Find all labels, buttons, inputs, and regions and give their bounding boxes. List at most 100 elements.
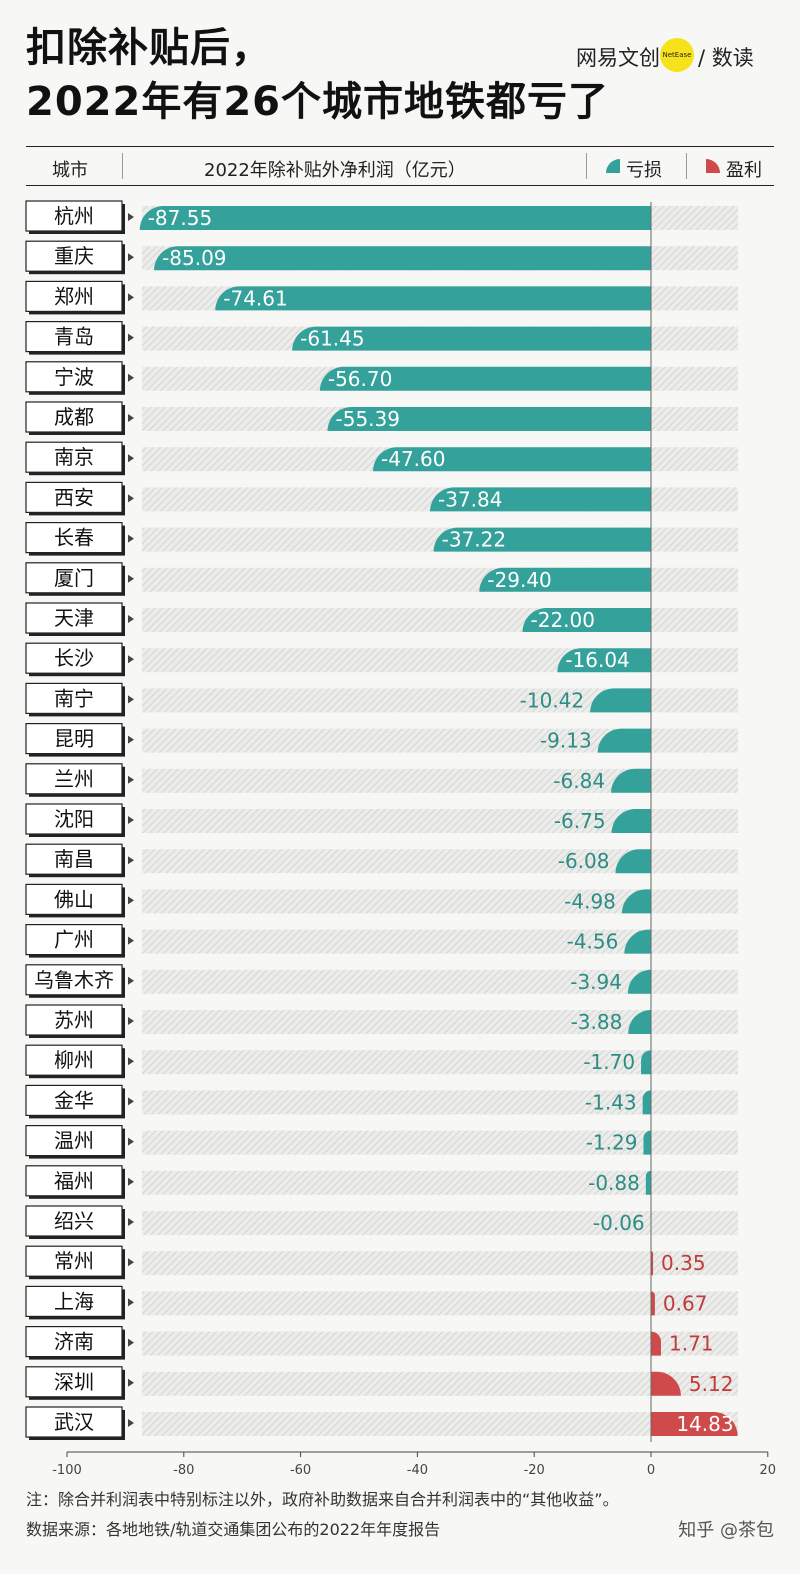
table-header: 城市 2022年除补贴外净利润（亿元） 亏损 盈利 [26, 146, 774, 186]
value-label: -0.88 [588, 1171, 640, 1195]
header-metric: 2022年除补贴外净利润（亿元） [204, 160, 466, 181]
city-label: 金华 [54, 1088, 94, 1112]
city-box [25, 843, 123, 875]
chart-row: 济南 1.71 [25, 1325, 738, 1360]
bar-loss [215, 286, 652, 311]
row-pointer-icon [128, 414, 134, 422]
row-pointer-icon [128, 695, 134, 704]
chart-row: 乌鲁木齐 -3.94 [25, 964, 738, 998]
value-label: 0.35 [661, 1251, 706, 1275]
city-box [25, 1366, 123, 1398]
row-pointer-icon [128, 896, 134, 905]
x-tick-label: -100 [52, 1463, 82, 1478]
value-label: -3.88 [571, 1010, 623, 1034]
bar-track [142, 1371, 738, 1396]
bar-loss [373, 447, 651, 472]
bar-loss [433, 527, 651, 552]
bar-loss [557, 648, 651, 673]
city-label: 柳州 [54, 1048, 94, 1072]
city-box [25, 1004, 123, 1036]
bar-loss [624, 929, 651, 954]
bar-track [142, 1291, 738, 1316]
city-label: 宁波 [54, 365, 94, 389]
value-label: 1.71 [669, 1332, 714, 1356]
bar-loss [642, 1090, 651, 1115]
value-label: -3.94 [570, 970, 622, 994]
bar-loss [327, 407, 651, 431]
bar-loss [627, 969, 651, 994]
chart-row: 苏州 -3.88 [25, 1004, 738, 1038]
row-pointer-icon [128, 1338, 134, 1347]
value-label: -1.43 [585, 1090, 637, 1114]
city-label: 佛山 [54, 887, 94, 911]
value-label: -85.09 [162, 246, 226, 270]
city-box [25, 1124, 123, 1157]
header-divider [686, 153, 687, 179]
city-label: 天津 [54, 606, 94, 630]
brand-logo: 网易文创 NetEase / 数读 [576, 36, 776, 76]
header-city: 城市 [52, 160, 88, 181]
watermark: 知乎 @茶包 [678, 1520, 774, 1541]
bar-loss [641, 1050, 651, 1075]
city-box [25, 763, 123, 795]
footnote: 注：除合并利润表中特别标注以外，政府补助数据来自合并利润表中的“其他收益”。 [26, 1490, 619, 1509]
chart-row: 广州 -4.56 [25, 923, 738, 958]
chart-row: 天津 -22.00 [25, 602, 738, 636]
bar-loss [522, 608, 651, 632]
x-tick-label: -20 [524, 1463, 545, 1478]
city-label: 郑州 [54, 284, 94, 308]
row-pointer-icon [128, 816, 134, 824]
value-label: -6.75 [554, 809, 606, 833]
row-pointer-icon [128, 936, 134, 945]
row-pointer-icon [128, 1057, 134, 1066]
city-box [25, 1245, 123, 1277]
city-box [25, 1165, 123, 1197]
bar-loss [597, 728, 651, 753]
row-pointer-icon [128, 735, 134, 744]
chart-row: 长春 -37.22 [25, 522, 738, 556]
row-pointer-icon [128, 574, 134, 583]
row-pointer-icon [128, 1218, 134, 1226]
row-pointer-icon [128, 1097, 134, 1106]
bar-loss [139, 206, 651, 230]
value-label: -6.84 [553, 769, 605, 793]
city-box [25, 1285, 123, 1318]
city-box [25, 321, 123, 353]
bar-track [142, 1090, 738, 1115]
chart-row: 长沙 -16.04 [25, 642, 738, 677]
value-label: 14.83 [676, 1412, 733, 1436]
city-box [25, 522, 123, 554]
brand-dot-icon: NetEase [660, 38, 694, 72]
value-label: -16.04 [565, 648, 629, 672]
city-box [25, 280, 123, 313]
chart-row: 成都 -55.39 [25, 401, 738, 435]
city-label: 兰州 [54, 767, 94, 791]
bar-gain [651, 1412, 738, 1436]
city-label: 南宁 [54, 686, 94, 710]
row-pointer-icon [128, 494, 134, 503]
chart-row: 绍兴 -0.06 [25, 1205, 738, 1239]
chart-row: 温州 -1.29 [25, 1124, 738, 1159]
city-box [25, 1205, 123, 1237]
city-box [25, 722, 123, 755]
city-label: 温州 [54, 1129, 94, 1153]
value-label: -9.13 [540, 729, 592, 753]
bar-loss [590, 688, 651, 713]
city-label: 南京 [54, 445, 94, 469]
value-label: -37.84 [438, 487, 502, 511]
city-box [25, 562, 123, 594]
bar-loss [479, 567, 651, 592]
x-tick-label: -40 [407, 1463, 428, 1478]
bar-loss [628, 1010, 651, 1034]
chart-row: 深圳 5.12 [25, 1366, 738, 1400]
city-label: 厦门 [54, 566, 94, 590]
bar-gain [651, 1291, 655, 1316]
x-tick-label: 0 [647, 1463, 655, 1478]
value-label: -4.56 [567, 930, 619, 954]
city-label: 杭州 [54, 204, 94, 228]
city-box [25, 200, 123, 232]
legend-gain-label: 盈利 [726, 160, 762, 181]
city-box [25, 923, 123, 956]
bar-loss [643, 1130, 651, 1155]
legend-loss-swatch [606, 159, 620, 173]
